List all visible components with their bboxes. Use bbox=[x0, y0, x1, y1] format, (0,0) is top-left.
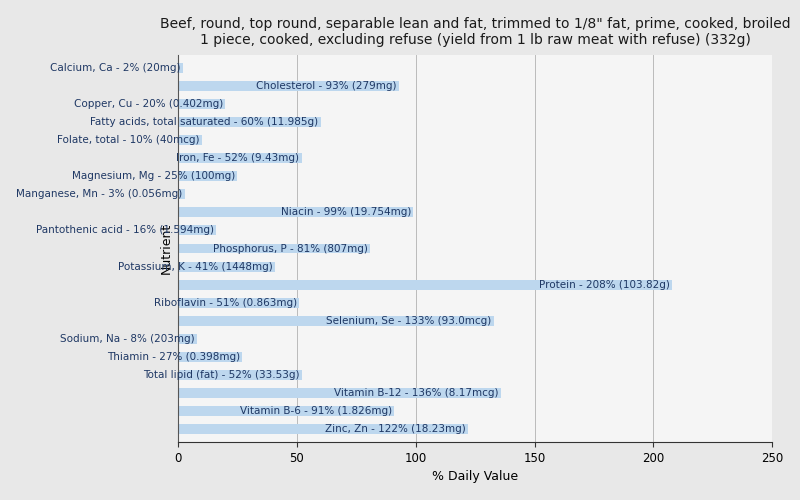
Bar bbox=[178, 135, 202, 145]
X-axis label: % Daily Value: % Daily Value bbox=[432, 470, 518, 484]
Bar bbox=[178, 99, 226, 109]
Bar bbox=[178, 262, 275, 272]
Text: Protein - 208% (103.82g): Protein - 208% (103.82g) bbox=[539, 280, 670, 289]
Y-axis label: Nutrient: Nutrient bbox=[159, 223, 173, 274]
Title: Beef, round, top round, separable lean and fat, trimmed to 1/8" fat, prime, cook: Beef, round, top round, separable lean a… bbox=[160, 16, 790, 47]
Bar bbox=[178, 226, 216, 235]
Bar bbox=[178, 352, 242, 362]
Text: Niacin - 99% (19.754mg): Niacin - 99% (19.754mg) bbox=[281, 208, 411, 218]
Bar bbox=[178, 334, 197, 344]
Text: Zinc, Zn - 122% (18.23mg): Zinc, Zn - 122% (18.23mg) bbox=[325, 424, 466, 434]
Text: Manganese, Mn - 3% (0.056mg): Manganese, Mn - 3% (0.056mg) bbox=[17, 190, 182, 200]
Text: Potassium, K - 41% (1448mg): Potassium, K - 41% (1448mg) bbox=[118, 262, 273, 272]
Bar bbox=[178, 208, 414, 218]
Text: Copper, Cu - 20% (0.402mg): Copper, Cu - 20% (0.402mg) bbox=[74, 99, 223, 109]
Text: Sodium, Na - 8% (203mg): Sodium, Na - 8% (203mg) bbox=[60, 334, 194, 344]
Text: Iron, Fe - 52% (9.43mg): Iron, Fe - 52% (9.43mg) bbox=[176, 153, 299, 163]
Text: Total lipid (fat) - 52% (33.53g): Total lipid (fat) - 52% (33.53g) bbox=[142, 370, 299, 380]
Text: Pantothenic acid - 16% (1.594mg): Pantothenic acid - 16% (1.594mg) bbox=[36, 226, 214, 235]
Text: Selenium, Se - 133% (93.0mcg): Selenium, Se - 133% (93.0mcg) bbox=[326, 316, 492, 326]
Text: Vitamin B-6 - 91% (1.826mg): Vitamin B-6 - 91% (1.826mg) bbox=[240, 406, 392, 416]
Text: Thiamin - 27% (0.398mg): Thiamin - 27% (0.398mg) bbox=[106, 352, 240, 362]
Bar bbox=[178, 316, 494, 326]
Text: Phosphorus, P - 81% (807mg): Phosphorus, P - 81% (807mg) bbox=[214, 244, 368, 254]
Text: Fatty acids, total saturated - 60% (11.985g): Fatty acids, total saturated - 60% (11.9… bbox=[90, 117, 318, 127]
Text: Riboflavin - 51% (0.863mg): Riboflavin - 51% (0.863mg) bbox=[154, 298, 297, 308]
Text: Magnesium, Mg - 25% (100mg): Magnesium, Mg - 25% (100mg) bbox=[72, 171, 235, 181]
Bar bbox=[178, 117, 321, 127]
Bar bbox=[178, 388, 502, 398]
Bar bbox=[178, 280, 672, 289]
Bar bbox=[178, 370, 302, 380]
Bar bbox=[178, 81, 399, 90]
Text: Calcium, Ca - 2% (20mg): Calcium, Ca - 2% (20mg) bbox=[50, 62, 180, 72]
Bar bbox=[178, 406, 394, 416]
Text: Cholesterol - 93% (279mg): Cholesterol - 93% (279mg) bbox=[256, 80, 397, 90]
Text: Vitamin B-12 - 136% (8.17mcg): Vitamin B-12 - 136% (8.17mcg) bbox=[334, 388, 499, 398]
Bar bbox=[178, 62, 182, 72]
Bar bbox=[178, 153, 302, 163]
Bar bbox=[178, 171, 238, 181]
Text: Folate, total - 10% (40mcg): Folate, total - 10% (40mcg) bbox=[57, 135, 199, 145]
Bar bbox=[178, 298, 299, 308]
Bar bbox=[178, 190, 185, 199]
Bar bbox=[178, 424, 468, 434]
Bar bbox=[178, 244, 370, 254]
